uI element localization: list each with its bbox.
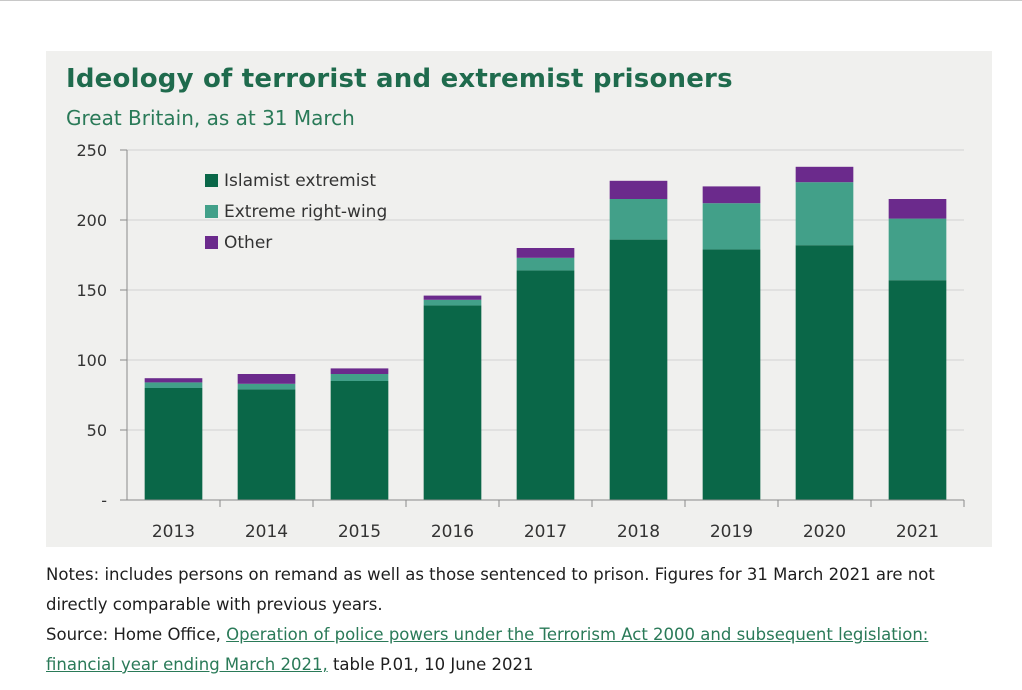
- chart-subtitle: Great Britain, as at 31 March: [66, 106, 355, 130]
- bar-segment: [423, 295, 482, 300]
- bar-segment: [423, 305, 482, 500]
- bar-segment: [237, 374, 296, 384]
- legend-label: Extreme right-wing: [224, 202, 387, 222]
- top-divider: [0, 0, 1022, 1]
- bar-segment: [609, 239, 668, 500]
- bar-segment: [888, 218, 947, 281]
- bar-segment: [237, 383, 296, 390]
- axes: - 50 100 150 200 250 2013 2014 2015 2016 2017 2018 2…: [76, 141, 965, 542]
- bar-segment: [795, 182, 854, 246]
- legend-label: Islamist extremist: [224, 171, 376, 191]
- bar-segment: [795, 166, 854, 183]
- bar-segment: [702, 203, 761, 250]
- bar-segment: [144, 378, 203, 383]
- bar-segment: [888, 280, 947, 500]
- x-tick-label: 2014: [245, 522, 288, 542]
- x-tick-label: 2018: [617, 522, 660, 542]
- y-tick-label: 50: [87, 421, 107, 440]
- bar-segment: [330, 374, 389, 381]
- x-tick-label: 2013: [152, 522, 195, 542]
- bar-segment: [423, 299, 482, 306]
- source-prefix: Source: Home Office,: [46, 625, 227, 644]
- bar-segment: [237, 389, 296, 500]
- y-tick-label: 250: [76, 141, 107, 160]
- y-tick-label: 100: [76, 351, 107, 370]
- notes-text: Notes: includes persons on remand as wel…: [46, 565, 935, 614]
- legend-label: Other: [224, 233, 272, 253]
- y-tick-label: -: [101, 491, 107, 510]
- legend-swatch: [205, 174, 218, 187]
- x-tick-label: 2015: [338, 522, 381, 542]
- legend-swatch: [205, 236, 218, 249]
- bar-segment: [702, 249, 761, 500]
- bar-segment: [516, 270, 575, 500]
- x-tick-label: 2016: [431, 522, 474, 542]
- bar-segment: [888, 199, 947, 219]
- x-tick-label: 2017: [524, 522, 567, 542]
- bar-segment: [795, 245, 854, 500]
- bar-segment: [609, 180, 668, 199]
- legend: Islamist extremist Extreme right-wing Othe…: [205, 171, 387, 253]
- bar-segment: [516, 248, 575, 258]
- chart-title: Ideology of terrorist and extremist pris…: [66, 64, 733, 94]
- source-line: Source: Home Office, Operation of police…: [46, 620, 996, 680]
- bar-segment: [144, 382, 203, 388]
- source-suffix: table P.01, 10 June 2021: [327, 655, 534, 674]
- source-link[interactable]: Operation of police powers under the Ter…: [46, 625, 929, 674]
- bar-segment: [330, 381, 389, 500]
- x-tick-label: 2019: [710, 522, 753, 542]
- bar-segment: [702, 186, 761, 204]
- y-tick-label: 200: [76, 211, 107, 230]
- bar-segment: [609, 199, 668, 240]
- bar-segment: [516, 257, 575, 271]
- chart-notes: Notes: includes persons on remand as wel…: [46, 560, 996, 680]
- bars: [144, 166, 947, 500]
- y-tick-label: 150: [76, 281, 107, 300]
- legend-swatch: [205, 205, 218, 218]
- stacked-bar-chart: - 50 100 150 200 250 2013 2014 2015 2016 2017 2018 2…: [76, 141, 965, 542]
- bar-segment: [144, 388, 203, 500]
- x-tick-label: 2021: [896, 522, 939, 542]
- x-tick-label: 2020: [803, 522, 846, 542]
- bar-segment: [330, 368, 389, 374]
